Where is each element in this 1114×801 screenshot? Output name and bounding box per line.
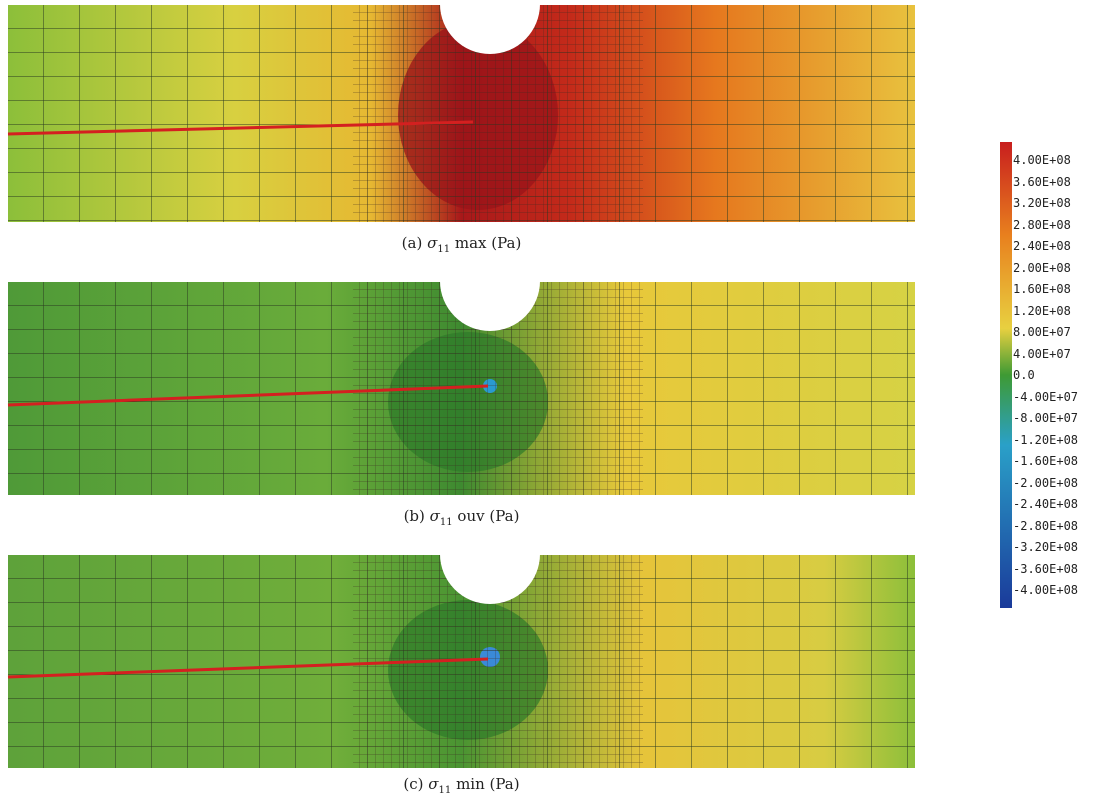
caption-subscript: 11 <box>438 785 452 796</box>
legend-label: 4.00E+08 <box>1013 153 1071 167</box>
legend-label: -1.60E+08 <box>1013 454 1079 468</box>
legend-label: 1.20E+08 <box>1013 303 1071 318</box>
caption: (a) σ11 max (Pa) <box>8 234 915 255</box>
caption-text: max (Pa) <box>454 234 522 252</box>
caption-text: ouv (Pa) <box>457 507 520 525</box>
caption-label: (c) <box>403 775 424 793</box>
legend-label: -8.00E+07 <box>1013 411 1079 425</box>
legend-label: -3.20E+08 <box>1013 540 1079 554</box>
legend-label: -1.20E+08 <box>1013 432 1079 447</box>
legend-label: 1.60E+08 <box>1013 282 1071 296</box>
legend-label: 0.0 <box>1013 368 1035 382</box>
color-bar <box>1000 142 1012 608</box>
legend-label: 2.80E+08 <box>1013 217 1071 232</box>
legend-label: 2.40E+08 <box>1013 239 1071 253</box>
legend-label: -4.00E+08 <box>1013 583 1079 597</box>
legend-label: -3.60E+08 <box>1013 561 1079 576</box>
caption-symbol: σ <box>428 775 439 793</box>
panel-a <box>7 4 915 222</box>
legend-label: -2.80E+08 <box>1013 518 1079 533</box>
caption-subscript: 11 <box>439 517 453 528</box>
panel-c <box>7 554 915 768</box>
legend-label: 3.60E+08 <box>1013 174 1071 189</box>
caption-subscript: 11 <box>437 244 451 255</box>
caption-label: (b) <box>403 507 425 525</box>
panel-b <box>7 281 915 495</box>
legend-label: 2.00E+08 <box>1013 260 1071 275</box>
legend-label: 8.00E+07 <box>1013 325 1071 339</box>
legend-label: -2.00E+08 <box>1013 475 1079 490</box>
caption-symbol: σ <box>429 507 440 525</box>
caption: (b) σ11 ouv (Pa) <box>8 507 915 528</box>
legend-label: -2.40E+08 <box>1013 497 1079 511</box>
legend-label: -4.00E+07 <box>1013 389 1079 404</box>
caption: (c) σ11 min (Pa) <box>8 775 915 796</box>
caption-text: min (Pa) <box>456 775 520 793</box>
legend-label: 3.20E+08 <box>1013 196 1071 210</box>
caption-symbol: σ <box>427 234 438 252</box>
caption-label: (a) <box>401 234 423 252</box>
legend-label: 4.00E+07 <box>1013 346 1071 361</box>
